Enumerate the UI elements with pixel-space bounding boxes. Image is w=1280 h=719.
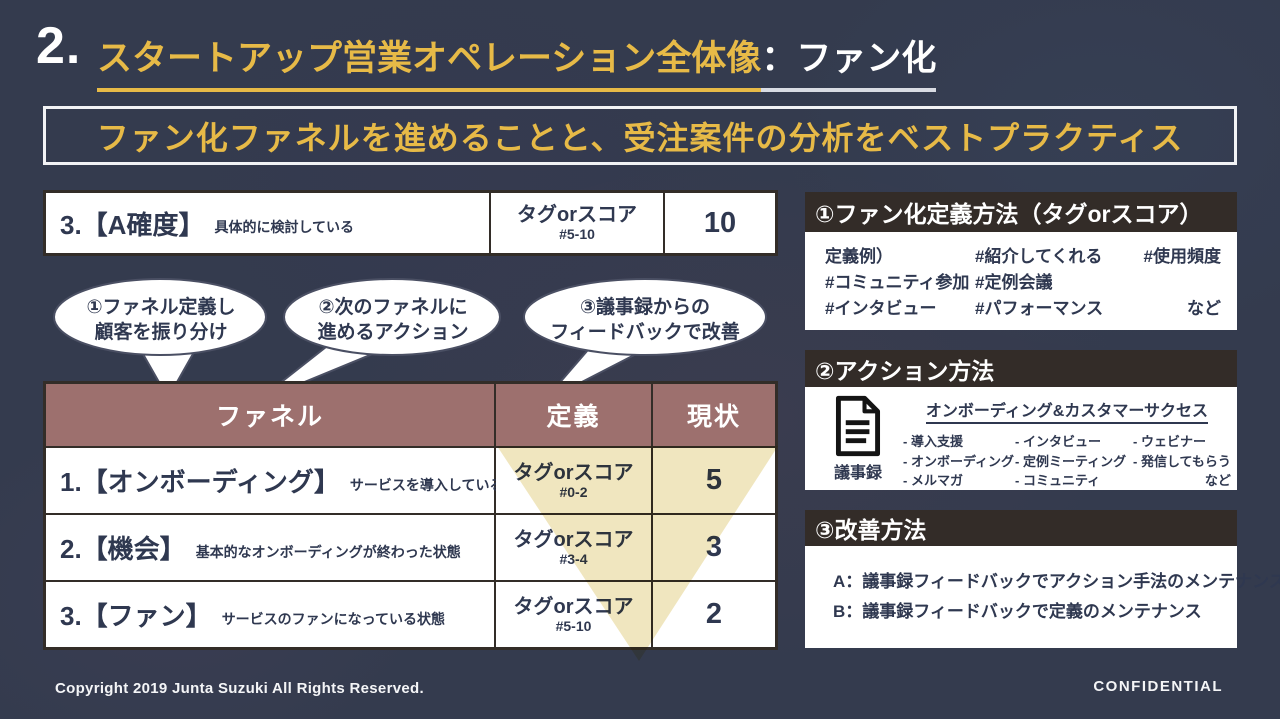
row-3-definition: タグorスコア <box>513 595 634 618</box>
row-2-definition: タグorスコア <box>513 528 634 551</box>
panel-definition-header: ①ファン化定義方法（タグorスコア） <box>805 192 1237 232</box>
panel-improve-header: ③改善方法 <box>805 510 1237 546</box>
bubble-2-line-2: 進めるアクション <box>317 322 469 344</box>
bubble-1-line-1: ①ファネル定義し <box>86 297 236 318</box>
bubble-3-line-2: フィードバックで改善 <box>550 322 740 344</box>
row-2-definition-sub: #3-4 <box>559 550 588 567</box>
panel-action-header: ②アクション方法 <box>805 350 1237 387</box>
table-row-3-value-cell: 2 <box>653 582 775 647</box>
table-row-2-definition-cell: タグorスコア #3-4 <box>496 515 651 580</box>
definition-tag: #インタビュー <box>825 299 937 318</box>
confidential-label: CONFIDENTIAL <box>1093 678 1223 695</box>
table-row-1-value-cell: 5 <box>653 448 775 513</box>
speech-bubble-3: ③議事録からの フィードバックで改善 <box>522 295 768 345</box>
a-grade-value-cell: 10 <box>665 193 775 253</box>
a-grade-label-cell: 3.【A確度】 具体的に検討している <box>46 193 489 253</box>
action-item: - 導入支援 <box>903 434 963 449</box>
action-item: - 定例ミーティング <box>1015 453 1127 469</box>
action-item: - コミュニティ <box>1015 473 1101 488</box>
minutes-icon-label: 議事録 <box>833 465 882 482</box>
row-2-sub: 基本的なオンボーディングが終わった状態 <box>195 543 461 560</box>
bubble-2-line-1: ②次のファネルに <box>318 297 468 318</box>
definition-etc: など <box>1187 299 1221 318</box>
row-1-definition-sub: #0-2 <box>559 483 588 500</box>
table-row-1-definition-cell: タグorスコア #0-2 <box>496 448 651 513</box>
improve-line-b: B：議事録フィードバックで定義のメンテナンス <box>833 602 1202 621</box>
definition-tag <box>1123 268 1221 294</box>
document-icon <box>835 395 881 457</box>
action-item: - インタビュー <box>1015 434 1101 449</box>
copyright-text: Copyright 2019 Junta Suzuki All Rights R… <box>55 680 424 697</box>
funnel-table-header-funnel: ファネル <box>46 384 494 446</box>
action-item: - 発信してもらう <box>1133 453 1231 469</box>
a-grade-sub: 具体的に検討している <box>214 219 355 235</box>
row-1-sub: サービスを導入している状態 <box>349 476 532 493</box>
action-content: オンボーディング&カスタマーサクセス - 導入支援 - インタビュー - ウェビ… <box>897 395 1231 488</box>
row-3-value: 2 <box>705 598 723 630</box>
action-item: - オンボーディング <box>903 453 1015 469</box>
row-1-value: 5 <box>705 464 723 496</box>
table-row-1-label-cell: 1.【オンボーディング】 サービスを導入している状態 <box>46 448 531 513</box>
row-2-label: 2.【機会】 <box>60 534 186 564</box>
minutes-icon-block: 議事録 <box>819 395 897 484</box>
row-1-label: 1.【オンボーディング】 <box>60 467 340 497</box>
row-3-definition-sub: #5-10 <box>555 617 592 634</box>
speech-bubble-1: ①ファネル定義し 顧客を振り分け <box>55 295 267 345</box>
row-3-label: 3.【ファン】 <box>60 601 212 631</box>
page-title: スタートアップ営業オペレーション全体像：ファン化 <box>97 30 937 92</box>
banner-text: ファン化ファネルを進めることと、受注案件の分析をベストプラクティス <box>96 119 1184 156</box>
bubble-1-line-2: 顧客を振り分け <box>94 322 228 344</box>
table-row-3-definition-cell: タグorスコア #5-10 <box>496 582 651 647</box>
action-item: - メルマガ <box>903 473 963 488</box>
funnel-table-header-current: 現状 <box>653 384 775 446</box>
definition-tag: #使用頻度 <box>1143 247 1221 266</box>
table-row-2-value-cell: 3 <box>653 515 775 580</box>
panel-definition-body: 定義例） #紹介してくれる #使用頻度 #コミュニティ参加 #定例会議 #インタ… <box>805 232 1237 330</box>
funnel-table-header-definition: 定義 <box>496 384 651 446</box>
bubble-3-line-1: ③議事録からの <box>579 297 711 318</box>
definition-tag: #紹介してくれる <box>975 247 1103 266</box>
action-subtitle: オンボーディング&カスタマーサクセス <box>903 397 1231 424</box>
a-grade-label: 3.【A確度】 <box>60 209 205 240</box>
table-row-2-label-cell: 2.【機会】 基本的なオンボーディングが終わった状態 <box>46 515 494 580</box>
a-grade-value: 10 <box>703 206 737 239</box>
action-item: - ウェビナー <box>1133 434 1206 449</box>
page-title-main: スタートアップ営業オペレーション全体像 <box>97 30 762 92</box>
a-grade-definition-sub: #5-10 <box>559 226 595 242</box>
speech-bubble-2: ②次のファネルに 進めるアクション <box>287 295 499 345</box>
row-3-sub: サービスのファンになっている状態 <box>221 610 445 627</box>
speech-bubbles-graphic <box>53 278 767 403</box>
page-title-suffix: ：ファン化 <box>761 30 937 92</box>
a-grade-definition: タグorスコア <box>517 204 637 226</box>
improve-line-a: A：議事録フィードバックでアクション手法のメンテナンス <box>833 572 1280 592</box>
definition-tag: #定例会議 <box>975 273 1053 292</box>
row-1-definition: タグorスコア <box>513 461 634 484</box>
banner: ファン化ファネルを進めることと、受注案件の分析をベストプラクティス <box>43 106 1237 165</box>
row-2-value: 3 <box>705 531 723 563</box>
panel-improve-body: A：議事録フィードバックでアクション手法のメンテナンス B：議事録フィードバック… <box>805 546 1280 648</box>
panel-action-body: 議事録 オンボーディング&カスタマーサクセス - 導入支援 - インタビュー -… <box>805 387 1237 490</box>
a-grade-definition-cell: タグorスコア #5-10 <box>491 193 663 253</box>
a-grade-row: 3.【A確度】 具体的に検討している タグorスコア #5-10 10 <box>43 190 778 256</box>
funnel-table: ファネル 定義 現状 1.【オンボーディング】 サービスを導入している状態 タグ… <box>43 381 778 650</box>
definition-example-label: 定義例） <box>825 247 893 266</box>
action-subtitle-text: オンボーディング&カスタマーサクセス <box>925 397 1209 424</box>
action-lists: - 導入支援 - インタビュー - ウェビナー - オンボーディング - 定例ミ… <box>903 432 1231 491</box>
definition-tag: #コミュニティ参加 <box>825 273 970 292</box>
action-etc: など <box>1204 473 1231 488</box>
definition-tag: #パフォーマンス <box>975 299 1104 318</box>
table-row-3-label-cell: 3.【ファン】 サービスのファンになっている状態 <box>46 582 494 647</box>
title-number: 2. <box>36 17 82 75</box>
